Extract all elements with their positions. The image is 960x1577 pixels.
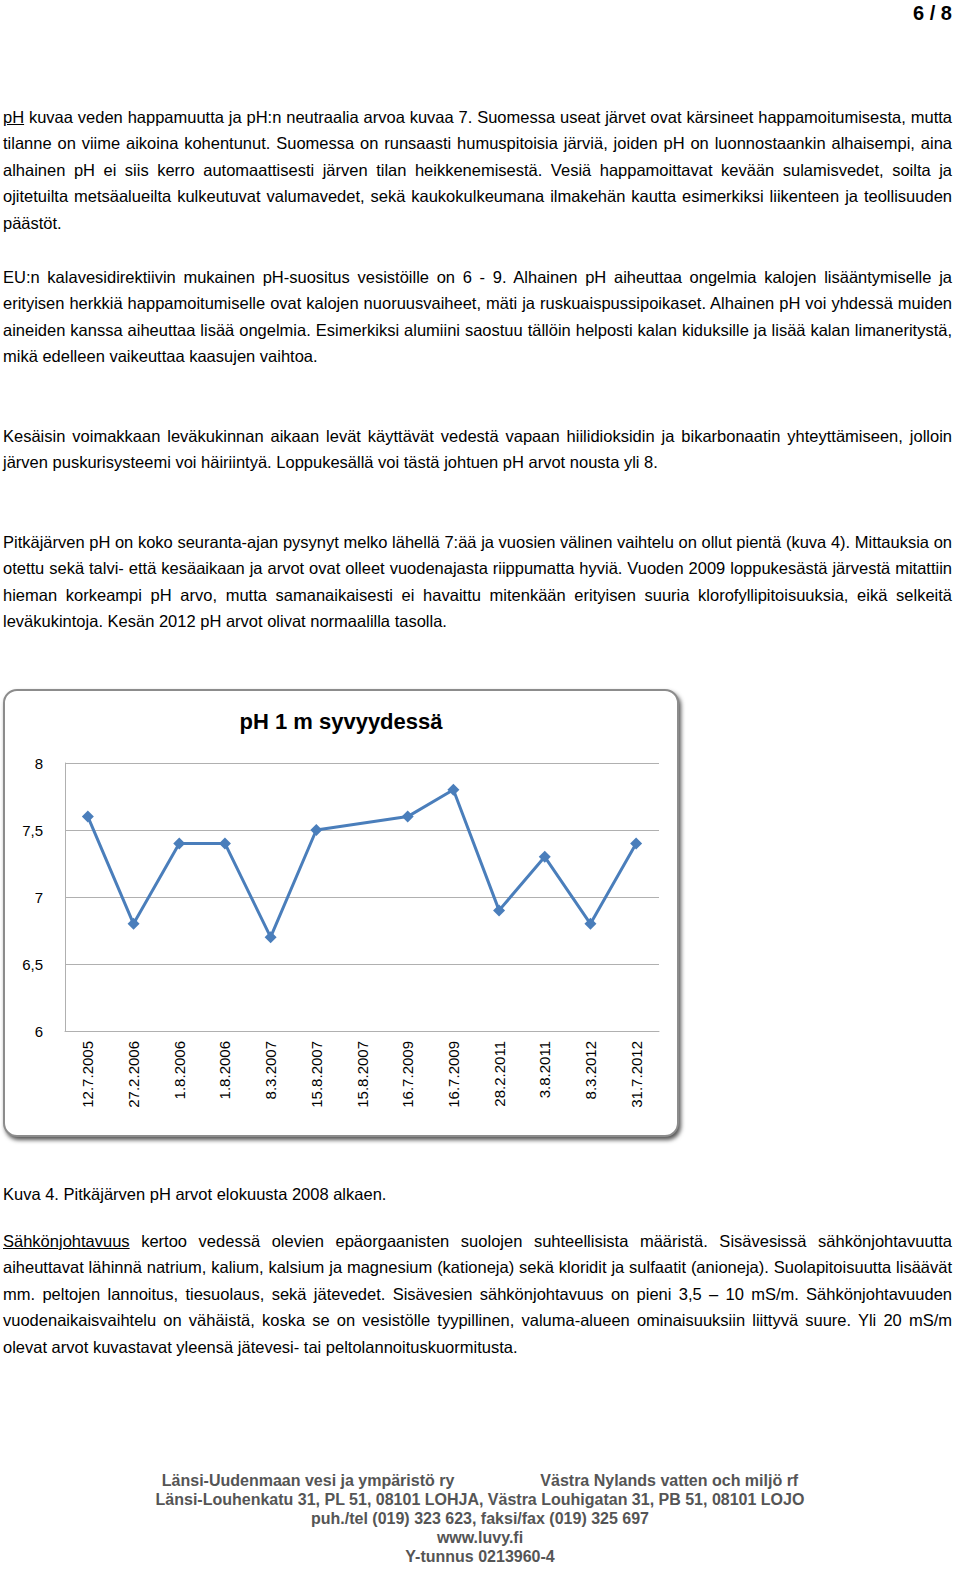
svg-text:8.3.2007: 8.3.2007 <box>262 1041 279 1099</box>
svg-text:27.2.2006: 27.2.2006 <box>125 1041 142 1108</box>
svg-text:8.3.2012: 8.3.2012 <box>582 1041 599 1099</box>
html-text:pH kuvaa veden happamuutta ja: pH kuvaa veden happamuutta ja pH:n neutr… <box>3 108 952 232</box>
html-text:EU:n kalavesidirektiivin mukai: EU:n kalavesidirektiivin mukainen pH-suo… <box>3 268 952 366</box>
svg-text:31.7.2012: 31.7.2012 <box>628 1041 645 1108</box>
html-text:Pitkäjärven pH on koko seurant: Pitkäjärven pH on koko seuranta-ajan pys… <box>3 533 952 631</box>
html-text:Kesäisin voimakkaan leväkukinn: Kesäisin voimakkaan leväkukinnan aikaan … <box>3 427 952 472</box>
html-text:Länsi-Uudenmaan vesi ja ympäri: Länsi-Uudenmaan vesi ja ympäristö ry <box>161 1472 455 1489</box>
html-text:Västra Nylands vatten och milj: Västra Nylands vatten och miljö rf <box>540 1472 799 1489</box>
svg-text:7,5: 7,5 <box>22 822 43 839</box>
svg-text:6: 6 <box>35 1023 43 1040</box>
svg-text:pH 1 m syvyydessä: pH 1 m syvyydessä <box>239 709 443 734</box>
svg-text:16.7.2009: 16.7.2009 <box>399 1041 416 1108</box>
svg-text:6,5: 6,5 <box>22 956 43 973</box>
svg-text:15.8.2007: 15.8.2007 <box>308 1041 325 1108</box>
html-text:Kuva 4. Pitkäjärven pH arvot e: Kuva 4. Pitkäjärven pH arvot elokuusta 2… <box>3 1185 387 1203</box>
svg-text:3.8.2011: 3.8.2011 <box>536 1041 553 1098</box>
svg-text:16.7.2009: 16.7.2009 <box>445 1041 462 1108</box>
html-text:www.luvy.fi: www.luvy.fi <box>436 1529 524 1546</box>
svg-text:12.7.2005: 12.7.2005 <box>79 1041 96 1108</box>
html-text:Y-tunnus 0213960-4: Y-tunnus 0213960-4 <box>405 1548 555 1565</box>
svg-text:15.8.2007: 15.8.2007 <box>354 1041 371 1108</box>
html-text:Länsi-Louhenkatu 31, PL 51, 08: Länsi-Louhenkatu 31, PL 51, 08101 LOHJA,… <box>155 1491 805 1508</box>
html-text:6 / 8: 6 / 8 <box>913 2 952 24</box>
html-text:puh./tel (019) 323 623, faksi/: puh./tel (019) 323 623, faksi/fax (019) … <box>311 1510 649 1527</box>
html-text:Sähkönjohtavuus kertoo vedessä: Sähkönjohtavuus kertoo vedessä olevien e… <box>3 1232 952 1356</box>
svg-text:7: 7 <box>35 889 43 906</box>
svg-text:1.8.2006: 1.8.2006 <box>171 1041 188 1099</box>
svg-text:28.2.2011: 28.2.2011 <box>491 1041 508 1107</box>
svg-text:1.8.2006: 1.8.2006 <box>216 1041 233 1099</box>
svg-text:8: 8 <box>35 755 43 772</box>
